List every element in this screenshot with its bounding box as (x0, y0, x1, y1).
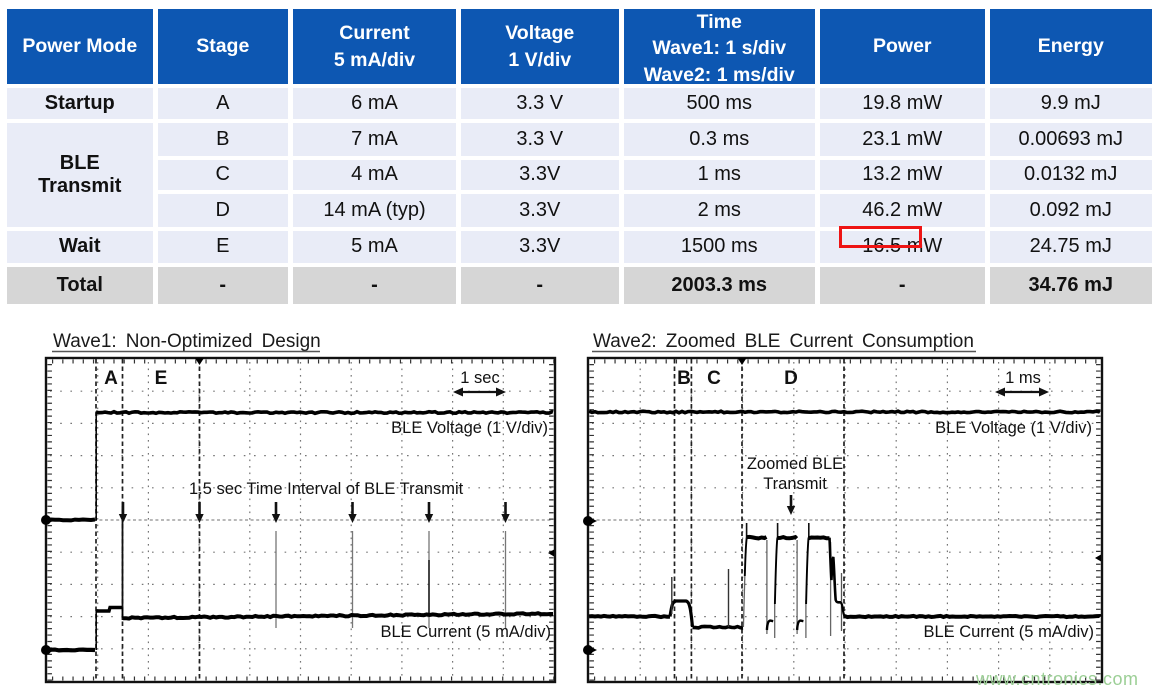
svg-text:BLE Current (5 mA/div): BLE Current (5 mA/div) (380, 623, 551, 641)
svg-text:BLE Voltage (1 V/div): BLE Voltage (1 V/div) (391, 419, 548, 437)
svg-text:Zoomed BLE: Zoomed BLE (747, 455, 843, 473)
svg-text:B: B (677, 368, 691, 389)
svg-text:A: A (104, 368, 118, 389)
svg-text:Transmit: Transmit (763, 475, 827, 493)
svg-text:1.5 sec Time Interval of BLE T: 1.5 sec Time Interval of BLE Transmit (189, 480, 464, 498)
svg-text:E: E (155, 368, 168, 389)
svg-text:D: D (784, 368, 798, 389)
svg-text:BLE Voltage (1 V/div): BLE Voltage (1 V/div) (935, 419, 1092, 437)
svg-text:Wave1: Non-Optimized Design: Wave1: Non-Optimized Design (53, 331, 321, 352)
svg-text:C: C (707, 368, 721, 389)
svg-text:BLE Current (5 mA/div): BLE Current (5 mA/div) (923, 623, 1094, 641)
svg-text:1 sec: 1 sec (460, 369, 499, 387)
svg-text:Wave2: Zoomed BLE Current Cons: Wave2: Zoomed BLE Current Consumption (593, 331, 974, 352)
svg-text:1 ms: 1 ms (1005, 369, 1041, 387)
